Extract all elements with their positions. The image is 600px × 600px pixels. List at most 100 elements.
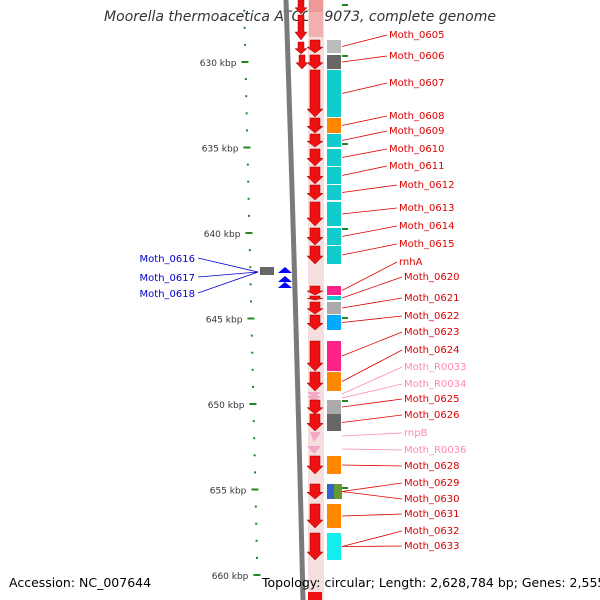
gene-label: Moth_0625 [404,394,459,405]
label-leader [341,297,403,309]
label-leader [341,315,403,323]
scale-label: 650 kbp [208,401,245,411]
function-block [327,167,341,184]
scale-label: 635 kbp [202,145,239,155]
function-block [327,149,341,166]
gene-label: Moth_0611 [389,161,444,172]
function-block-partial [309,0,323,12]
gene-label: Moth_0630 [404,494,459,505]
minor-tick [244,78,247,81]
gene-label: Moth_0628 [404,461,459,472]
labels-layer: Moth_0605 Moth_0606 Moth_0607 Moth_0608 Moth… [140,30,467,552]
kbp-scale: 630 kbp 635 kbp 640 kbp 645 kbp 650 kbp 655 k… [200,9,261,582]
gene-arrow [278,267,292,273]
cds-arrow [306,399,324,415]
minor-tick [251,368,254,371]
cds-arrow [306,227,324,246]
cds-arrow [306,483,324,500]
feature-tick [342,55,348,57]
cds-arrow [306,285,324,296]
cds-arrow [306,69,324,118]
gene-label: Moth_0633 [404,541,459,552]
label-leader [197,257,259,273]
function-block [327,202,341,226]
function-block [327,40,341,53]
minor-tick [246,163,249,166]
cds-arrow [306,314,324,331]
function-block [327,246,341,264]
function-block [327,296,341,300]
label-leader [341,130,388,141]
label-leader [341,448,403,451]
feature-tick [342,4,348,6]
minor-tick [243,26,246,29]
gene-label: Moth_0608 [389,111,444,122]
label-leader [341,383,403,399]
minor-tick [252,385,255,388]
accession-text: Accession: NC_007644 [9,575,152,590]
cds-arrow [306,245,324,265]
minor-tick [251,351,254,354]
cds-arrow [306,133,324,148]
minor-tick [252,420,255,423]
cds-arrow [306,39,324,54]
label-leader [341,464,403,467]
function-block [327,185,341,200]
minor-tick [256,556,259,559]
minor-tick [248,214,251,217]
gene-label: Moth_0621 [404,293,459,304]
feature-tick [342,400,348,402]
minor-tick [254,471,257,474]
cds-arrow [306,455,324,475]
minor-tick [245,112,248,115]
gene-label: Moth_0613 [399,203,454,214]
label-leader [341,148,388,158]
gene-label: Moth_0610 [389,144,444,155]
minor-tick [245,95,248,98]
minor-tick [249,266,252,269]
label-leader [341,261,398,291]
label-leader [341,276,403,299]
gene-block [260,267,274,275]
function-block [327,302,341,314]
minor-tick [243,9,246,12]
function-block [327,286,341,295]
label-leader [341,349,403,382]
function-block [327,118,341,133]
gene-label: Moth_0629 [404,478,459,489]
rna-marker [307,446,321,454]
gene-label: Moth_0605 [389,30,444,41]
feature-tick [342,228,348,230]
feature-tick [342,487,348,489]
cds-arrow [306,340,324,372]
label-leader [341,545,403,547]
major-tick [245,232,253,234]
function-block [327,315,341,330]
function-block [327,70,341,117]
minor-tick [248,249,251,252]
gene-label: Moth_0615 [399,239,454,250]
scale-label: 660 kbp [212,572,249,582]
label-leader [197,271,259,294]
cds-arrow [306,301,324,315]
gene-label: Moth_R0034 [404,379,466,390]
cds-arrow [306,54,324,70]
function-block [327,341,341,371]
minor-tick [250,300,253,303]
function-block [327,533,341,560]
function-block [327,504,341,528]
gene-label: Moth_0626 [404,410,459,421]
label-leader [341,414,403,423]
cds-arrow [306,295,324,301]
label-leader [341,82,388,94]
minor-tick [255,539,258,542]
function-block [327,55,341,69]
cds-arrow [306,166,324,185]
major-tick [251,488,259,491]
function-block [327,228,341,245]
minor-tick [254,505,257,508]
gene-label: Moth_0616 [140,254,195,265]
cds-arrow [306,201,324,227]
minor-tick [247,180,250,183]
